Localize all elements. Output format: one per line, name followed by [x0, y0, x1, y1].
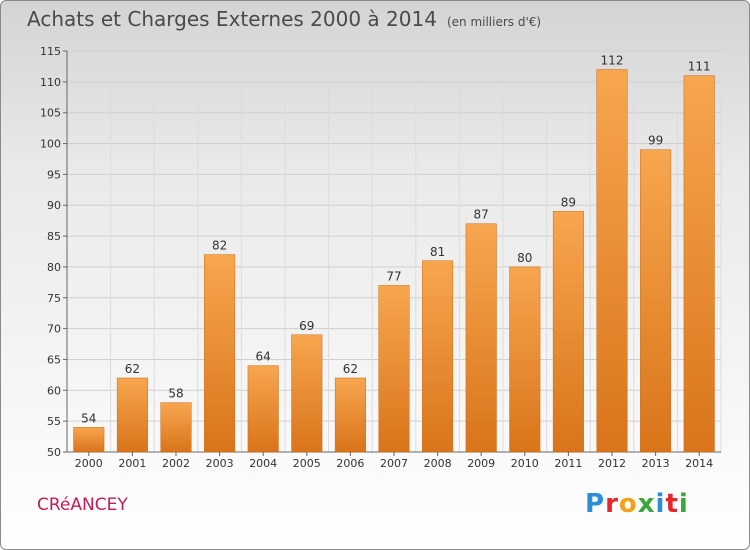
bar-value-label: 111	[688, 60, 711, 74]
x-tick-label: 2001	[118, 457, 146, 470]
bar	[160, 402, 192, 453]
bar-value-label: 87	[474, 208, 489, 222]
bar-value-label: 62	[125, 362, 140, 376]
x-tick-label: 2008	[424, 457, 452, 470]
bar-value-label: 64	[256, 350, 271, 364]
bar	[334, 377, 366, 453]
x-tick-label: 2010	[511, 457, 539, 470]
y-tick-label: 50	[47, 446, 61, 459]
y-tick-label: 55	[47, 415, 61, 428]
bar-value-label: 62	[343, 362, 358, 376]
logo-letter: i	[655, 489, 666, 519]
bar	[465, 223, 497, 453]
bar	[596, 69, 628, 453]
y-tick-label: 95	[47, 168, 61, 181]
x-tick-label: 2007	[380, 457, 408, 470]
y-tick-label: 105	[40, 107, 61, 120]
logo-letter: P	[585, 489, 606, 519]
x-tick-label: 2000	[75, 457, 103, 470]
y-tick-label: 110	[40, 76, 61, 89]
logo-letter: r	[605, 489, 619, 519]
bar	[683, 75, 715, 453]
y-tick-label: 90	[47, 199, 61, 212]
x-tick-label: 2013	[642, 457, 670, 470]
x-tick-label: 2009	[467, 457, 495, 470]
bar	[291, 334, 323, 453]
x-tick-label: 2005	[293, 457, 321, 470]
chart-title: Achats et Charges Externes 2000 à 2014 (e…	[27, 7, 541, 31]
y-tick-label: 100	[40, 138, 61, 151]
unit-note: (en milliers d'€)	[446, 15, 542, 29]
logo-letter: t	[665, 489, 679, 519]
x-tick-label: 2012	[598, 457, 626, 470]
bar-value-label: 69	[299, 319, 314, 333]
proxiti-logo: Proxiti	[585, 489, 689, 519]
y-tick-label: 115	[40, 45, 61, 58]
y-tick-label: 70	[47, 323, 61, 336]
bar-value-label: 99	[648, 134, 663, 148]
bar-value-label: 81	[430, 245, 445, 259]
bar	[116, 377, 148, 453]
bar	[73, 427, 105, 453]
x-tick-label: 2014	[685, 457, 713, 470]
y-tick-label: 75	[47, 292, 61, 305]
bar-value-label: 77	[386, 269, 401, 283]
y-tick-label: 65	[47, 353, 61, 366]
bar	[640, 149, 672, 453]
chart-title-text: Achats et Charges Externes 2000 à 2014	[27, 7, 437, 31]
bar-value-label: 54	[81, 411, 96, 425]
bar	[552, 211, 584, 453]
bar	[422, 260, 454, 453]
x-tick-label: 2004	[249, 457, 277, 470]
bar-value-label: 112	[601, 54, 624, 68]
town-name: CRéANCEY	[37, 495, 128, 515]
bar-value-label: 80	[517, 251, 532, 265]
bar-value-label: 82	[212, 239, 227, 253]
logo-letter: o	[618, 489, 638, 519]
logo-letter: x	[637, 489, 656, 519]
bar	[204, 254, 236, 453]
y-tick-label: 60	[47, 384, 61, 397]
x-tick-label: 2006	[336, 457, 364, 470]
bar	[378, 285, 410, 453]
logo-letter: i	[678, 489, 689, 519]
bar-value-label: 58	[168, 387, 183, 401]
x-tick-label: 2002	[162, 457, 190, 470]
y-tick-label: 80	[47, 261, 61, 274]
bar	[247, 365, 279, 453]
bar-value-label: 89	[561, 195, 576, 209]
y-tick-label: 85	[47, 230, 61, 243]
x-tick-label: 2003	[206, 457, 234, 470]
bar	[509, 266, 541, 453]
x-tick-label: 2011	[554, 457, 582, 470]
